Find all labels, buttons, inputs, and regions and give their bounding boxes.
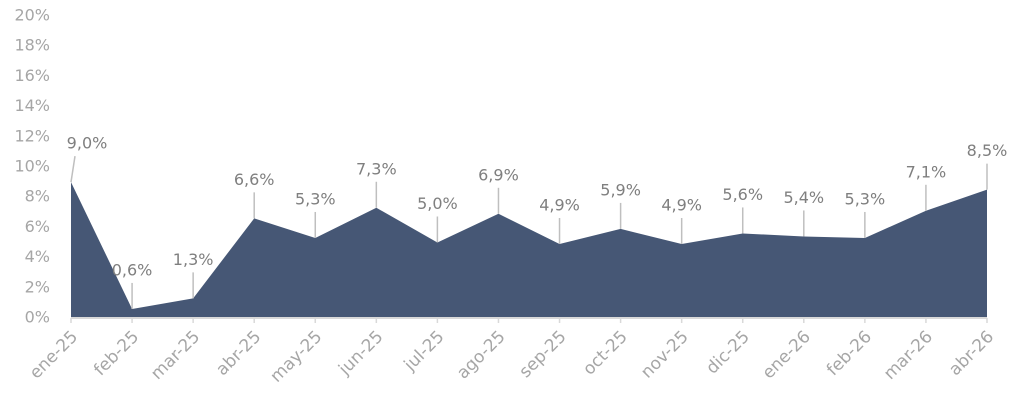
x-tick-label: oct-25 (579, 327, 631, 379)
x-tick-label: mar-25 (147, 327, 204, 384)
y-tick-label: 14% (14, 96, 50, 115)
data-label: 5,6% (722, 185, 763, 204)
data-label: 7,1% (906, 162, 947, 181)
data-label: 6,6% (234, 170, 275, 189)
x-tick-label: ago-25 (453, 327, 509, 383)
x-tick-label: nov-25 (637, 327, 693, 383)
x-tick-label: ene-26 (759, 327, 815, 383)
x-tick-label: mar-26 (880, 327, 937, 384)
y-tick-label: 20% (14, 6, 50, 25)
x-tick-label: jun-25 (334, 327, 387, 380)
y-tick-label: 18% (14, 36, 50, 55)
data-label: 6,9% (478, 165, 519, 184)
y-tick-label: 6% (25, 217, 50, 236)
y-tick-label: 4% (25, 247, 50, 266)
data-label: 5,9% (600, 180, 641, 199)
y-tick-label: 12% (14, 126, 50, 145)
area (71, 182, 987, 318)
x-tick-label: abr-26 (945, 327, 998, 380)
data-label: 9,0% (67, 134, 108, 153)
x-tick-label: ene-25 (26, 327, 82, 383)
data-label: 5,3% (295, 189, 336, 208)
leader-line (70, 155, 76, 183)
y-tick-label: 8% (25, 187, 50, 206)
x-tick-label: may-25 (267, 327, 327, 387)
data-label: 8,5% (967, 141, 1008, 160)
data-label: 4,9% (661, 196, 702, 215)
data-label: 1,3% (173, 250, 214, 269)
x-tick-label: feb-26 (823, 327, 876, 380)
x-tick-label: abr-25 (212, 327, 265, 380)
x-tick-label: sep-25 (516, 327, 571, 382)
y-tick-label: 0% (25, 308, 50, 327)
y-tick-label: 10% (14, 157, 50, 176)
x-tick-label: jul-25 (400, 327, 449, 376)
data-label: 0,6% (112, 260, 153, 279)
y-tick-label: 2% (25, 277, 50, 296)
y-tick-label: 16% (14, 66, 50, 85)
data-label: 5,3% (845, 189, 886, 208)
data-label: 5,0% (417, 194, 458, 213)
data-label: 7,3% (356, 159, 397, 178)
data-label: 5,4% (783, 188, 824, 207)
x-tick-label: feb-25 (90, 327, 143, 380)
x-tick-label: dic-25 (702, 327, 753, 378)
data-label: 4,9% (539, 196, 580, 215)
